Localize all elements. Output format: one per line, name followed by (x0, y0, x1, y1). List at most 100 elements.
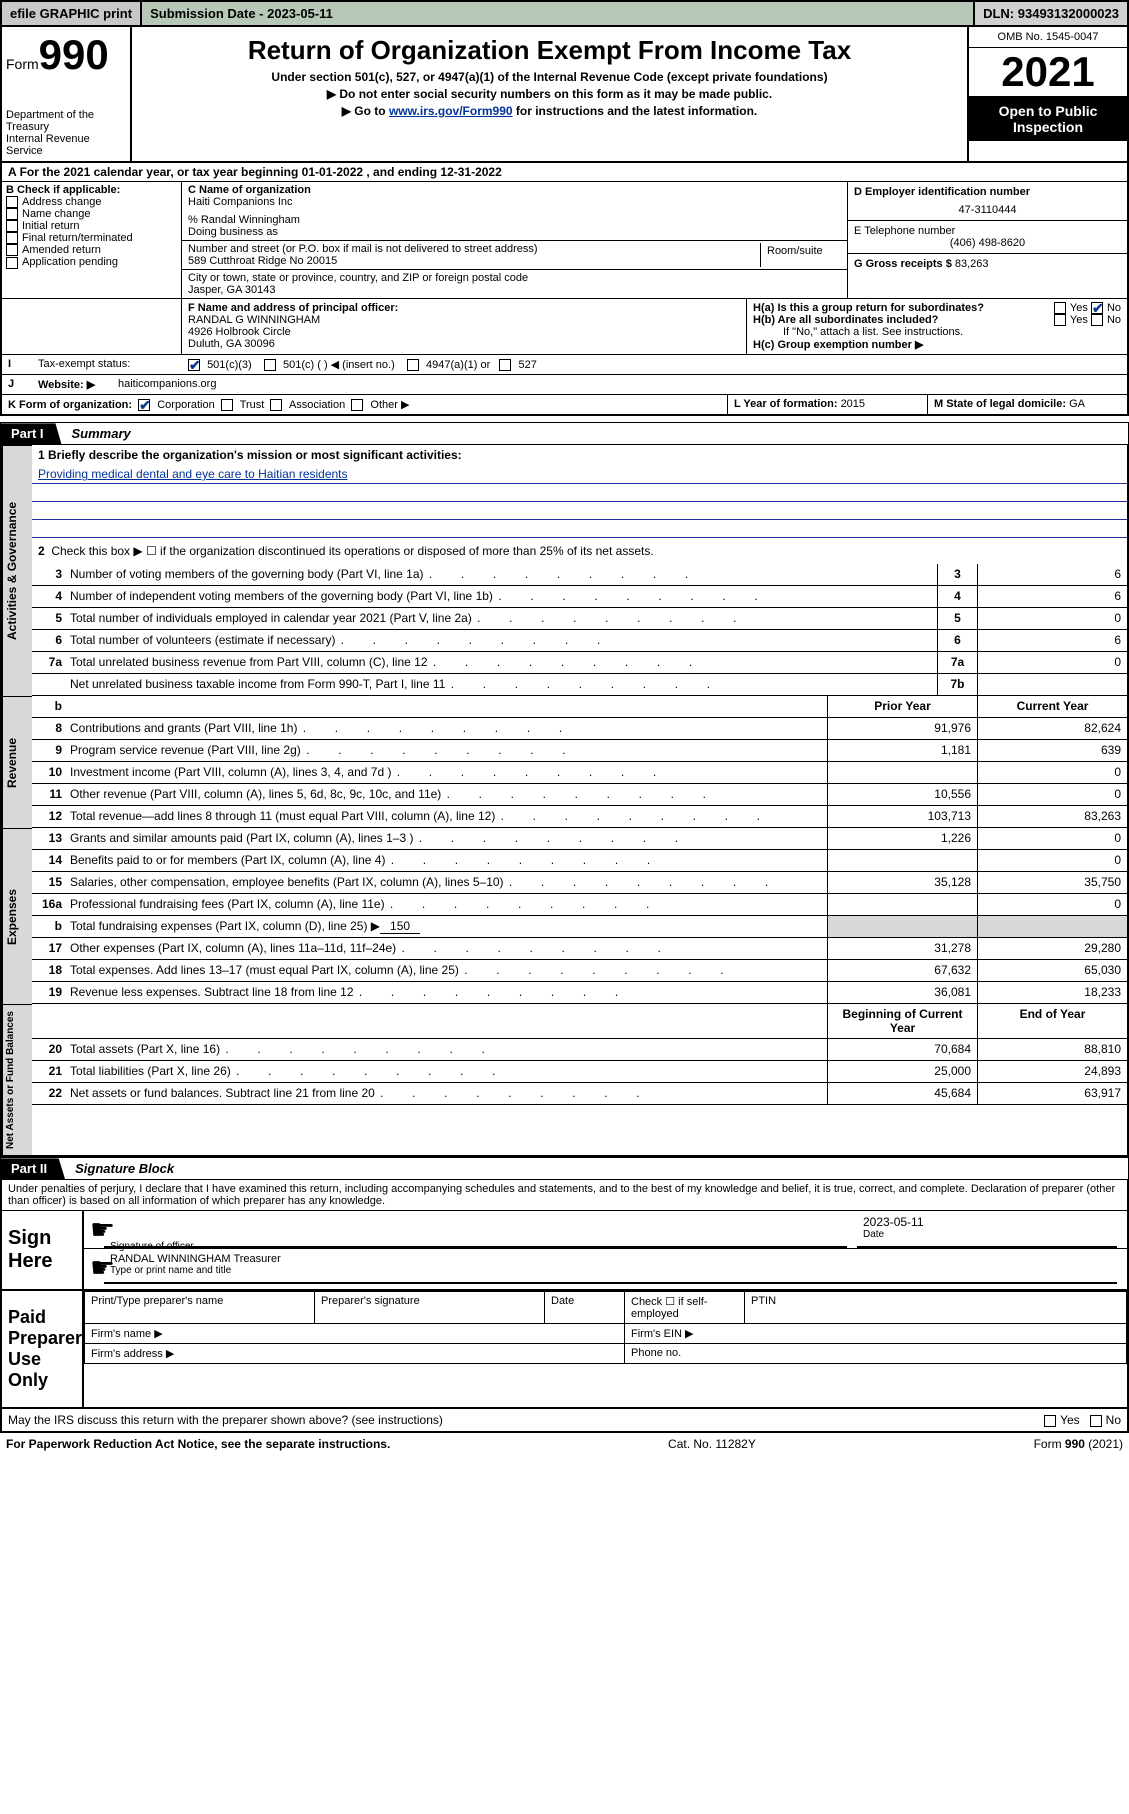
row-j: J Website: ▶ haiticompanions.org (0, 375, 1129, 395)
line-18: 18Total expenses. Add lines 13–17 (must … (32, 960, 1127, 982)
form-subtitle: Under section 501(c), 527, or 4947(a)(1)… (136, 70, 963, 84)
line-19: 19Revenue less expenses. Subtract line 1… (32, 982, 1127, 1004)
checkbox-501c[interactable] (264, 359, 276, 371)
box-deg: D Employer identification number 47-3110… (847, 182, 1127, 298)
line-4: 4Number of independent voting members of… (32, 586, 1127, 608)
line-10: 10Investment income (Part VIII, column (… (32, 762, 1127, 784)
department: Department of the Treasury (6, 109, 126, 133)
col-current-year: Current Year (977, 696, 1127, 717)
line-22: 22Net assets or fund balances. Subtract … (32, 1083, 1127, 1105)
checkbox-527[interactable] (499, 359, 511, 371)
section-governance: Activities & Governance 1 Briefly descri… (0, 445, 1129, 696)
dln-value: 93493132000023 (1018, 6, 1119, 21)
city-label: City or town, state or province, country… (188, 272, 841, 284)
form-number: Form990 (6, 31, 126, 79)
checkbox-501c3[interactable] (188, 359, 200, 371)
dln: DLN: 93493132000023 (975, 2, 1127, 25)
page-footer: For Paperwork Reduction Act Notice, see … (0, 1431, 1129, 1455)
box-b: B Check if applicable: Address change Na… (2, 182, 182, 298)
dln-label: DLN: (983, 6, 1018, 21)
checkbox-hb-yes[interactable] (1054, 314, 1066, 326)
efile-print-button[interactable]: efile GRAPHIC print (2, 2, 142, 25)
state-domicile: GA (1069, 398, 1085, 410)
topbar: efile GRAPHIC print Submission Date - 20… (0, 0, 1129, 27)
line-16a: 16aProfessional fundraising fees (Part I… (32, 894, 1127, 916)
org-name: Haiti Companions Inc (188, 196, 841, 208)
line-14: 14Benefits paid to or for members (Part … (32, 850, 1127, 872)
netassets-header: Beginning of Current Year End of Year (32, 1004, 1127, 1039)
checkbox-ha-yes[interactable] (1054, 302, 1066, 314)
form-title: Return of Organization Exempt From Incom… (136, 35, 963, 66)
footer-left: For Paperwork Reduction Act Notice, see … (6, 1437, 390, 1451)
box-f-label: F Name and address of principal officer: (188, 302, 740, 314)
website: haiticompanions.org (112, 375, 222, 394)
checkbox-name-change[interactable] (6, 208, 18, 220)
sig-officer-label: Signature of officer (110, 1241, 841, 1252)
irs-link[interactable]: www.irs.gov/Form990 (389, 104, 513, 118)
checkbox-4947[interactable] (407, 359, 419, 371)
part2-label: Part II (1, 1158, 65, 1179)
submission-label: Submission Date - (150, 6, 267, 21)
section-netassets: Net Assets or Fund Balances Beginning of… (0, 1004, 1129, 1157)
box-c-name-label: C Name of organization (188, 184, 841, 196)
revenue-header: b Prior Year Current Year (32, 696, 1127, 718)
mission-blank3 (32, 520, 1127, 538)
line-15: 15Salaries, other compensation, employee… (32, 872, 1127, 894)
checkbox-amended-return[interactable] (6, 244, 18, 256)
row-i: I Tax-exempt status: 501(c)(3) 501(c) ( … (0, 355, 1129, 375)
checkbox-association[interactable] (270, 399, 282, 411)
paid-preparer-label: Paid Preparer Use Only (2, 1291, 82, 1407)
officer-addr1: 4926 Holbrook Circle (188, 326, 740, 338)
vlabel-expenses: Expenses (2, 828, 32, 1004)
line-21: 21Total liabilities (Part X, line 26)25,… (32, 1061, 1127, 1083)
vlabel-revenue: Revenue (2, 696, 32, 828)
box-hc: H(c) Group exemption number ▶ (753, 338, 1121, 351)
col-beginning: Beginning of Current Year (827, 1004, 977, 1038)
preparer-sig-col: Preparer's signature (315, 1292, 545, 1324)
row-klm: K Form of organization: Corporation Trus… (0, 395, 1129, 416)
officer-name: RANDAL G WINNINGHAM (188, 314, 740, 326)
tax-exempt-label: Tax-exempt status: (32, 355, 182, 374)
checkbox-initial-return[interactable] (6, 220, 18, 232)
vlabel-governance: Activities & Governance (2, 445, 32, 696)
discuss-row: May the IRS discuss this return with the… (0, 1409, 1129, 1431)
box-e-label: E Telephone number (854, 225, 1121, 237)
line-3: 3Number of voting members of the governi… (32, 564, 1127, 586)
dba-label: Doing business as (188, 226, 841, 238)
line-1: 1 Briefly describe the organization's mi… (32, 445, 1127, 465)
section-expenses: Expenses 13Grants and similar amounts pa… (0, 828, 1129, 1004)
checkbox-discuss-no[interactable] (1090, 1415, 1102, 1427)
gross-receipts: 83,263 (955, 258, 989, 270)
line-16b: b Total fundraising expenses (Part IX, c… (32, 916, 1127, 938)
checkbox-final-return[interactable] (6, 232, 18, 244)
header-block-bcdeg: B Check if applicable: Address change Na… (0, 182, 1129, 299)
type-print-label: Type or print name and title (110, 1265, 1111, 1276)
part2-title: Signature Block (65, 1158, 184, 1179)
care-of: % Randal Winningham (188, 214, 841, 226)
footer-right: Form 990 (2021) (1034, 1437, 1123, 1451)
form-header: Form990 Department of the Treasury Inter… (0, 27, 1129, 163)
label-l: L Year of formation: (734, 398, 841, 410)
preparer-ptin: PTIN (745, 1292, 1127, 1324)
checkbox-other[interactable] (351, 399, 363, 411)
form-note-ssn: ▶ Do not enter social security numbers o… (136, 87, 963, 101)
label-m: M State of legal domicile: (934, 398, 1069, 410)
checkbox-trust[interactable] (221, 399, 233, 411)
checkbox-corporation[interactable] (138, 399, 150, 411)
label-j: J (2, 375, 32, 394)
checkbox-address-change[interactable] (6, 196, 18, 208)
box-ha: H(a) Is this a group return for subordin… (753, 302, 984, 314)
room-suite-label: Room/suite (761, 243, 841, 267)
line-5: 5Total number of individuals employed in… (32, 608, 1127, 630)
checkbox-discuss-yes[interactable] (1044, 1415, 1056, 1427)
firm-phone-label: Phone no. (625, 1344, 1127, 1364)
checkbox-application-pending[interactable] (6, 257, 18, 269)
line-20: 20Total assets (Part X, line 16)70,68488… (32, 1039, 1127, 1061)
line-9: 9Program service revenue (Part VIII, lin… (32, 740, 1127, 762)
officer-addr2: Duluth, GA 30096 (188, 338, 740, 350)
checkbox-ha-no[interactable] (1091, 302, 1103, 314)
submission-value: 2023-05-11 (267, 6, 333, 21)
mission-text[interactable]: Providing medical dental and eye care to… (38, 467, 348, 481)
checkbox-hb-no[interactable] (1091, 314, 1103, 326)
street-label: Number and street (or P.O. box if mail i… (188, 243, 760, 255)
